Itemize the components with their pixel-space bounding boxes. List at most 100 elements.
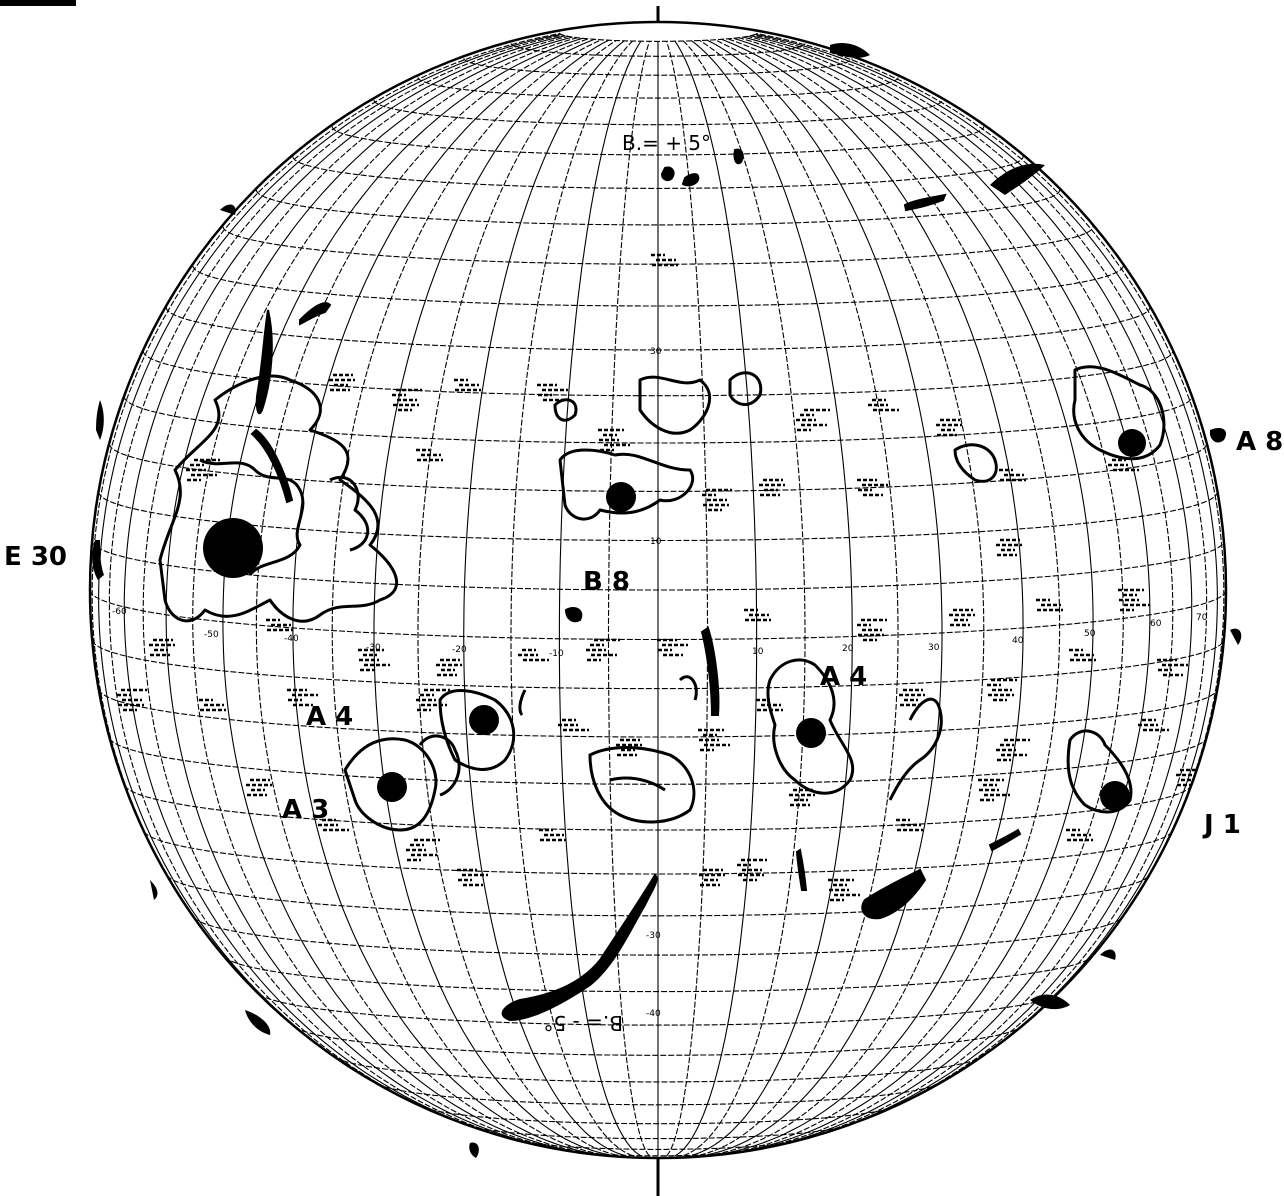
sunspot-a3 (377, 772, 407, 802)
grid-line (98, 33, 562, 1099)
prominence-east-mid (1230, 628, 1242, 645)
coordinate-grid (90, 32, 1226, 1157)
prominence-west-top (220, 204, 236, 215)
plage-contours (158, 365, 1166, 832)
region-label-a8: A 8 (1236, 427, 1283, 457)
plage-contour-a4-right (766, 658, 855, 795)
lon-tick-minus50: -50 (204, 630, 219, 640)
filaments (250, 148, 1022, 1022)
filament-east-short (988, 828, 1022, 852)
filament-north-limb (299, 302, 332, 326)
grid-tick-labels: 30 10 -30 -40 -60 -50 -40 -30 -20 -10 10… (112, 347, 1208, 1019)
grid-line (90, 589, 1226, 641)
grid-line (417, 77, 899, 99)
plage-contour-central-south (588, 746, 696, 824)
grid-line (377, 1083, 939, 1106)
lon-tick-minus20: -20 (452, 645, 467, 655)
lon-tick-50: 50 (1084, 629, 1096, 639)
filament-north-east (903, 193, 947, 212)
sunspot-a4-left (469, 705, 499, 735)
plage-contour-north-center (553, 398, 578, 422)
grid-line (224, 956, 1092, 993)
grid-line (123, 396, 1193, 444)
filament-south-east (861, 868, 927, 920)
lat-tick-minus30: -30 (646, 931, 661, 941)
region-label-e30: E 30 (4, 542, 67, 572)
prominence-east-a8 (1210, 428, 1227, 443)
plage-contour-east-center (888, 697, 943, 801)
plage-contour-e30-inner2 (329, 475, 370, 552)
prominence-south-west (245, 1010, 271, 1035)
lat-tick-minus40: -40 (646, 1009, 661, 1019)
filament-north-top (660, 166, 675, 182)
b0-top-label: B.= + 5° (622, 131, 711, 155)
grid-line (142, 35, 569, 1149)
region-label-a3: A 3 (282, 795, 329, 825)
lon-tick-70: 70 (1196, 613, 1208, 623)
sunspot-b8 (606, 482, 636, 512)
grid-line (754, 33, 1218, 1099)
grid-line (572, 1150, 744, 1157)
grid-line (258, 993, 1058, 1026)
grid-line (193, 917, 1123, 956)
prominence-ne-top (830, 43, 870, 58)
lon-tick-minus40: -40 (284, 634, 299, 644)
filament-e30-vertical (255, 309, 273, 415)
lon-tick-minus30: -30 (366, 643, 381, 653)
prominence-west-upper (96, 400, 104, 440)
plage-contour-a3-east (418, 734, 461, 797)
sunspot-j1 (1100, 781, 1130, 811)
lon-tick-60: 60 (1150, 619, 1162, 629)
filament-south-central (501, 873, 658, 1022)
plage-contour-south-west-arc (518, 689, 527, 716)
b0-bottom-label: B.= - 5° (544, 1011, 624, 1035)
grid-line (331, 39, 602, 1155)
plage-contour-a4-left (438, 689, 516, 771)
region-label-a4-left: A 4 (306, 702, 353, 732)
grid-line (750, 35, 1193, 1142)
lon-tick-30: 30 (928, 643, 940, 653)
grid-line (123, 35, 566, 1142)
network-hatches (117, 253, 1202, 902)
grid-line (714, 39, 985, 1155)
prominence-west-limb (92, 540, 104, 580)
lat-tick-30: 30 (650, 347, 662, 357)
lon-tick-minus10: -10 (549, 649, 564, 659)
prominence-north-east (990, 163, 1045, 195)
grid-line (331, 126, 985, 156)
plage-contour-a8 (1072, 365, 1166, 461)
grid-line (422, 1106, 894, 1125)
grid-line (143, 831, 1173, 875)
plage-contour-b8 (558, 448, 695, 521)
lat-tick-10: 10 (650, 537, 662, 547)
plage-contour-central-south-inner (609, 776, 666, 792)
grid-line (255, 189, 1061, 226)
grid-line (699, 40, 899, 1156)
plage-contour-north-small (728, 371, 763, 406)
grid-line (510, 43, 806, 57)
grid-line (558, 32, 758, 42)
grid-line (469, 1125, 847, 1140)
grid-line (756, 32, 1225, 987)
limb-prominences (92, 43, 1242, 1158)
plage-contour-a3 (343, 737, 438, 832)
filament-pre-south-east (795, 848, 808, 891)
lon-tick-minus60: -60 (112, 607, 127, 617)
grid-line (108, 443, 1208, 492)
prominence-south-east (1030, 994, 1070, 1010)
region-label-b8: B 8 (583, 567, 630, 597)
grid-line (463, 58, 853, 76)
grid-line (747, 35, 1174, 1149)
plage-contour-east-north (953, 443, 998, 483)
grid-line (519, 1140, 797, 1150)
sunspot-e30 (203, 518, 263, 578)
grid-line (417, 40, 617, 1156)
grid-line (373, 100, 943, 126)
sunspots (203, 429, 1146, 811)
grid-line (91, 540, 1225, 591)
grid-line (142, 350, 1174, 397)
plage-contour-e30-inner (199, 458, 305, 576)
corner-bar (0, 0, 76, 6)
grid-line (108, 34, 563, 1130)
